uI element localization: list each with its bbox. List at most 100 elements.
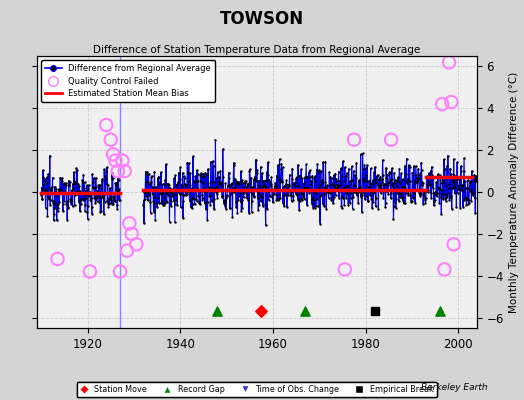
Point xyxy=(418,179,426,186)
Point xyxy=(316,182,325,188)
Point xyxy=(114,175,122,181)
Point xyxy=(41,205,50,211)
Point xyxy=(350,168,358,174)
Point xyxy=(464,200,473,207)
Point xyxy=(259,182,268,189)
Point xyxy=(451,190,459,196)
Point xyxy=(107,194,115,200)
Point xyxy=(472,178,481,184)
Point xyxy=(441,195,450,201)
Point xyxy=(277,177,285,184)
Point xyxy=(356,184,364,190)
Point xyxy=(109,201,117,208)
Point xyxy=(290,180,298,186)
Point xyxy=(155,174,163,180)
Point xyxy=(399,194,408,200)
Point xyxy=(203,188,211,194)
Point xyxy=(141,188,149,195)
Point xyxy=(428,172,436,179)
Point xyxy=(343,189,352,196)
Point xyxy=(66,178,74,185)
Point xyxy=(157,169,165,176)
Point xyxy=(193,167,201,174)
Point xyxy=(466,178,474,184)
Point xyxy=(182,192,190,198)
Point xyxy=(432,190,440,196)
Point xyxy=(88,171,96,178)
Point xyxy=(77,190,85,197)
Point xyxy=(144,197,152,204)
Point xyxy=(355,177,363,184)
Point xyxy=(316,220,324,227)
Point xyxy=(238,177,246,184)
Point xyxy=(45,184,53,191)
Point xyxy=(348,205,357,212)
Point xyxy=(210,196,219,202)
Point xyxy=(378,176,386,182)
Point xyxy=(205,184,213,190)
Point xyxy=(419,200,428,207)
Point xyxy=(208,198,216,204)
Point xyxy=(158,189,166,195)
Point xyxy=(243,192,252,198)
Point xyxy=(460,197,468,204)
Point xyxy=(44,171,52,177)
Point xyxy=(157,200,166,206)
Point xyxy=(293,192,301,198)
Point xyxy=(392,177,401,183)
Point xyxy=(435,184,443,191)
Point xyxy=(252,156,260,163)
Point xyxy=(408,187,416,194)
Point xyxy=(113,206,122,212)
Point xyxy=(289,181,297,188)
Point xyxy=(95,198,103,205)
Point xyxy=(337,205,346,212)
Point xyxy=(159,194,168,200)
Point xyxy=(90,175,98,181)
Point xyxy=(372,203,380,210)
Point xyxy=(60,181,68,188)
Point xyxy=(309,189,318,196)
Point xyxy=(449,176,457,183)
Point xyxy=(451,176,460,182)
Point xyxy=(79,197,87,203)
Point xyxy=(236,178,244,185)
Point xyxy=(340,178,348,184)
Point xyxy=(54,186,63,193)
Point xyxy=(383,188,391,194)
Point xyxy=(384,191,392,197)
Point xyxy=(424,186,432,193)
Point xyxy=(445,197,454,204)
Point xyxy=(355,185,363,191)
Point xyxy=(436,172,444,179)
Point xyxy=(97,208,105,214)
Point xyxy=(79,178,87,185)
Point xyxy=(254,207,263,214)
Point xyxy=(61,182,70,188)
Point xyxy=(108,175,117,182)
Point xyxy=(298,196,306,202)
Point xyxy=(46,202,54,208)
Point xyxy=(310,174,319,181)
Point xyxy=(236,190,244,196)
Point xyxy=(396,190,405,196)
Point xyxy=(191,173,200,180)
Point xyxy=(422,195,430,202)
Point xyxy=(388,182,397,188)
Point xyxy=(64,205,72,212)
Point xyxy=(241,180,249,186)
Point xyxy=(256,164,265,170)
Point xyxy=(238,205,247,212)
Point xyxy=(189,195,198,201)
Point xyxy=(154,194,162,201)
Point xyxy=(104,200,112,206)
Point xyxy=(190,178,199,184)
Point xyxy=(56,186,64,192)
Point xyxy=(64,204,72,210)
Point xyxy=(37,192,46,199)
Point xyxy=(368,189,377,196)
Point xyxy=(296,196,304,202)
Point xyxy=(91,184,99,190)
Point xyxy=(233,210,242,216)
Point xyxy=(454,186,463,192)
